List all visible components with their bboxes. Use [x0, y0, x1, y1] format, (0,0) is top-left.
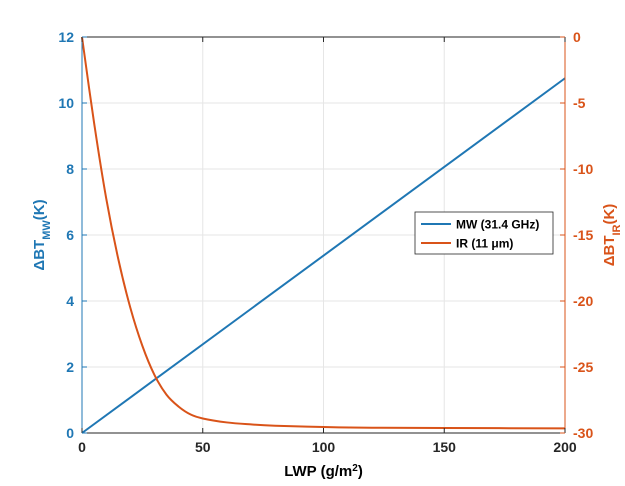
left-y-tick-label: 2 [66, 359, 74, 375]
left-y-tick-label: 6 [66, 227, 74, 243]
series-line-mw [81, 77, 566, 434]
left-y-axis-title: ΔBTMW(K) [31, 199, 53, 270]
right-y-tick-label: 0 [573, 29, 581, 45]
left-y-tick-label: 0 [66, 425, 74, 441]
right-y-tick-label: -30 [573, 425, 593, 441]
left-y-axis-title-subscript: MW [41, 220, 53, 240]
left-y-tick-label: 12 [58, 29, 74, 45]
left-y-tick-label: 4 [66, 293, 74, 309]
right-y-tick-label: -25 [573, 359, 593, 375]
right-y-axis-title-main: ΔBT [601, 236, 618, 267]
x-tick-label: 50 [195, 439, 211, 455]
tick-labels: 0 50 100 150 200 0 2 4 6 8 10 12 -30 -25 -20 -15 -10 -5 0 [58, 29, 593, 455]
left-y-axis-title-unit: (K) [31, 199, 48, 220]
x-axis-title-superscript: 2 [352, 463, 358, 474]
legend-label-ir: IR (11 μm) [456, 237, 513, 251]
legend: MW (31.4 GHz) IR (11 μm) [414, 211, 554, 255]
right-y-tick-label: -15 [573, 227, 593, 243]
left-y-axis-title-main: ΔBT [31, 240, 48, 271]
series-layer [81, 36, 566, 434]
x-tick-label: 0 [78, 439, 86, 455]
right-y-tick-label: -20 [573, 293, 593, 309]
x-axis-title-close: ) [358, 463, 363, 480]
x-tick-label: 150 [433, 439, 457, 455]
left-y-tick-label: 10 [58, 95, 74, 111]
left-y-tick-label: 8 [66, 161, 74, 177]
right-y-axis-title: ΔBTIR(K) [601, 204, 623, 267]
x-axis-title: LWP (g/m2) [284, 463, 363, 481]
legend-box [414, 211, 554, 255]
legend-label-mw: MW (31.4 GHz) [456, 218, 539, 232]
x-tick-label: 100 [312, 439, 336, 455]
right-y-axis-title-unit: (K) [601, 204, 618, 225]
series-line-ir [81, 36, 566, 430]
x-tick-label: 200 [553, 439, 577, 455]
x-axis-title-main: LWP (g/m [284, 463, 352, 480]
right-y-tick-label: -10 [573, 161, 593, 177]
right-y-tick-label: -5 [573, 95, 586, 111]
right-y-axis-title-subscript: IR [611, 224, 623, 235]
